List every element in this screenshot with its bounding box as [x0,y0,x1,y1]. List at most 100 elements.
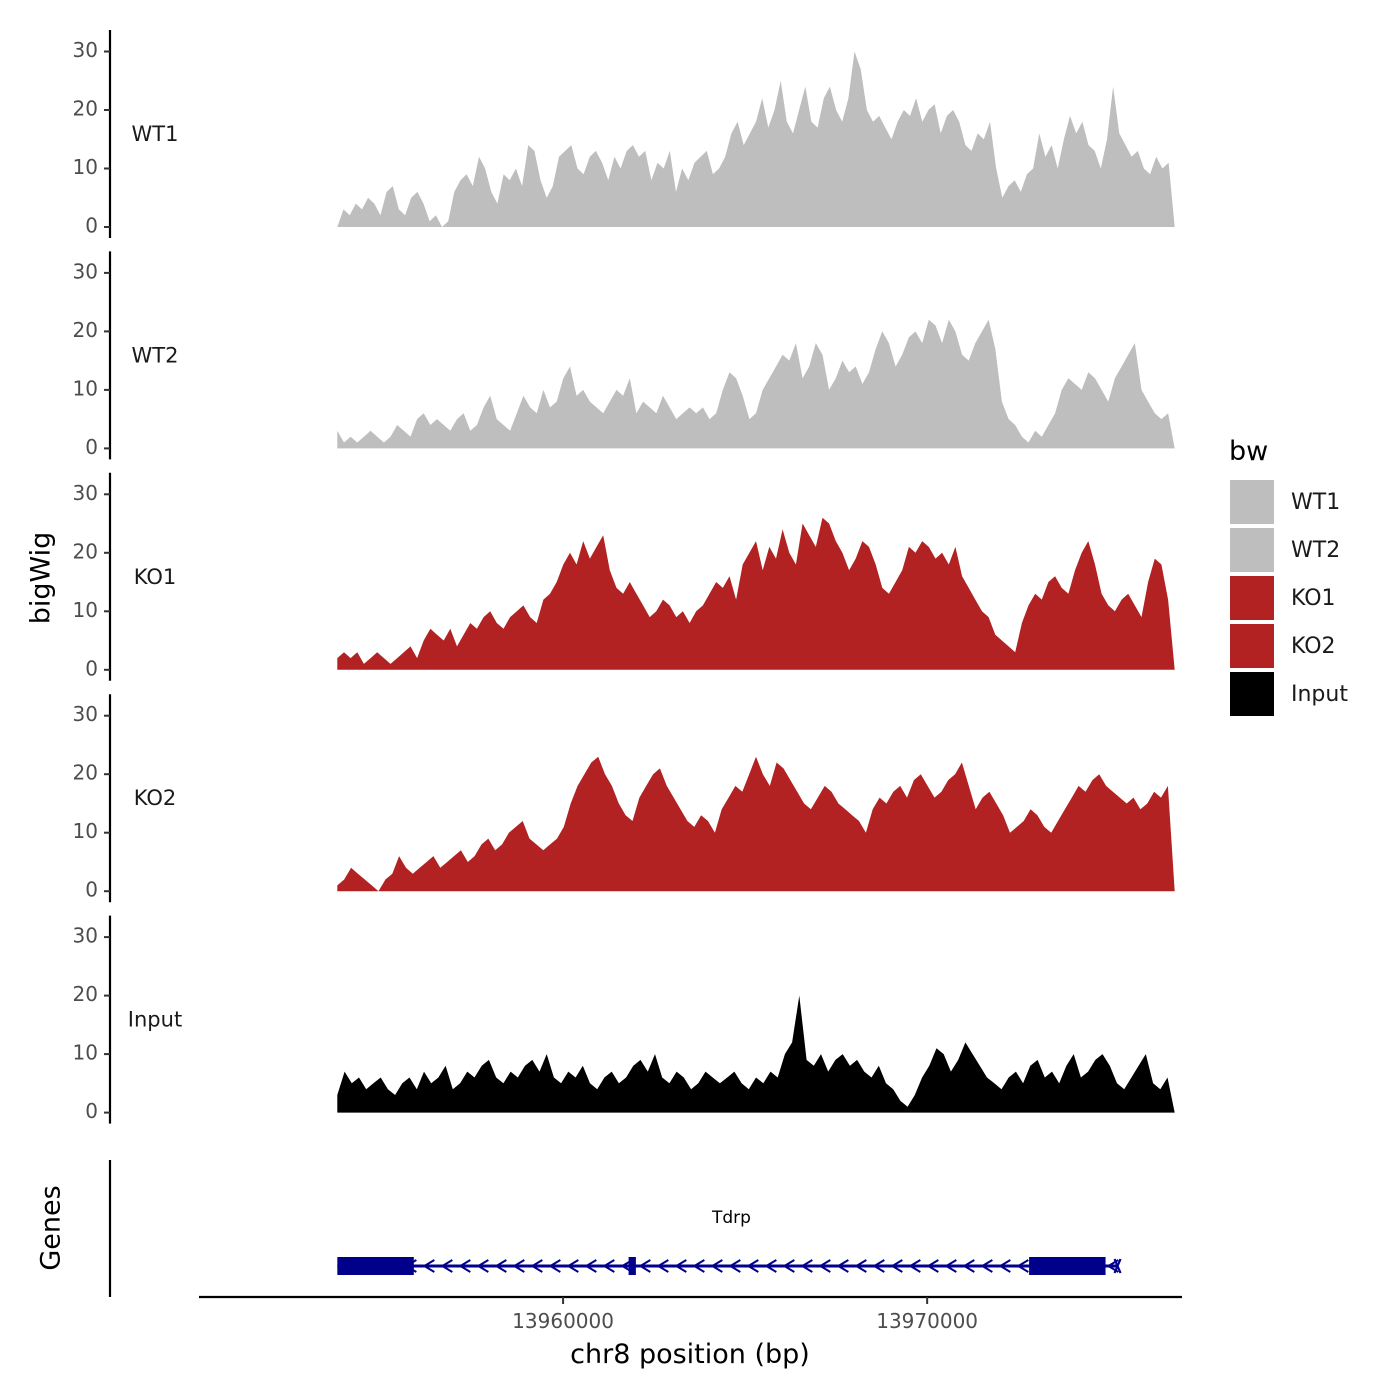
legend-swatch [1230,576,1274,620]
legend-item-input: Input [1230,672,1348,716]
y-axis-title: bigWig [26,532,57,625]
strand-chevron [584,1259,597,1273]
strand-chevron [962,1259,975,1273]
y-tick-label: 10 [73,819,98,843]
y-tick-label: 20 [73,761,98,785]
track-label: WT2 [132,343,179,367]
y-tick-label: 30 [73,38,98,62]
legend-item-ko2: KO2 [1230,624,1336,668]
strand-chevron [836,1259,849,1273]
legend-item-wt1: WT1 [1230,480,1340,524]
legend-swatch [1230,624,1274,668]
y-tick-label: 10 [73,598,98,622]
track-label: KO2 [134,786,177,810]
y-tick-label: 0 [85,656,98,680]
genes-track-title: Genes [36,1185,67,1270]
strand-chevron [764,1259,777,1273]
strand-chevron [440,1259,453,1273]
legend: bw WT1 WT2 KO1 KO2 Input [1229,436,1348,716]
strand-chevron [692,1259,705,1273]
track-wt1: 0 10 20 30 WT1 [73,30,1175,238]
track-area-input [337,995,1175,1113]
strand-chevron [926,1259,939,1273]
track-area-wt1 [337,51,1175,227]
strand-chevron [566,1259,579,1273]
strand-chevron [854,1259,867,1273]
gene-end-cap [1113,1258,1122,1274]
track-area-ko1 [337,517,1175,670]
legend-label: WT1 [1291,490,1340,515]
gene-exon [402,1257,408,1275]
strand-chevron [728,1259,741,1273]
legend-item-wt2: WT2 [1230,528,1340,572]
strand-chevron [656,1259,669,1273]
y-tick-label: 0 [85,878,98,902]
strand-chevron [782,1259,795,1273]
legend-items: WT1 WT2 KO1 KO2 Input [1230,480,1348,716]
gene-exon [337,1257,414,1275]
strand-chevron [800,1259,813,1273]
track-area-wt2 [337,319,1175,449]
strand-chevron [458,1259,471,1273]
x-axis-ticks: 13960000 13970000 [512,1297,978,1333]
track-label: KO1 [134,565,177,589]
legend-swatch [1230,672,1274,716]
strand-chevron [746,1259,759,1273]
gene-exon [1029,1257,1106,1275]
y-tick-label: 0 [85,214,98,238]
gene-exon [628,1257,636,1275]
genes-track: Genes Tdrp [36,1160,1122,1297]
strand-chevron [908,1259,921,1273]
x-tick-label: 13960000 [512,1309,614,1333]
gene-tdrp: Tdrp [337,1208,1122,1275]
strand-chevron [422,1259,435,1273]
legend-item-ko1: KO1 [1230,576,1336,620]
coverage-tracks: 0 10 20 30 WT1 0 10 20 30 WT2 0 10 20 30 KO1 0 10 20 30 KO2… [73,30,1175,1124]
gene-models: Tdrp [337,1208,1122,1275]
x-axis-title: chr8 position (bp) [570,1339,810,1370]
strand-chevron [476,1259,489,1273]
x-tick-label: 13970000 [876,1309,978,1333]
strand-chevron [872,1259,885,1273]
strand-chevron [674,1259,687,1273]
legend-label: KO1 [1291,586,1336,611]
strand-chevron [548,1259,561,1273]
legend-label: Input [1291,682,1348,707]
track-label: WT1 [132,122,179,146]
y-tick-label: 10 [73,376,98,400]
y-tick-label: 10 [73,155,98,179]
strand-chevron [494,1259,507,1273]
legend-label: WT2 [1291,538,1340,563]
y-tick-label: 30 [73,924,98,948]
y-tick-label: 0 [85,1099,98,1123]
strand-chevron [944,1259,957,1273]
legend-swatch [1230,528,1274,572]
strand-chevron [980,1259,993,1273]
y-tick-label: 20 [73,539,98,563]
y-tick-label: 0 [85,435,98,459]
strand-chevron [638,1259,651,1273]
y-tick-label: 30 [73,259,98,283]
track-label: Input [128,1008,182,1032]
strand-chevron [512,1259,525,1273]
track-ko2: 0 10 20 30 KO2 [73,694,1175,903]
y-tick-label: 10 [73,1041,98,1065]
track-input: 0 10 20 30 Input [73,915,1175,1124]
legend-title: bw [1229,436,1268,467]
legend-swatch [1230,480,1274,524]
strand-chevron [818,1259,831,1273]
track-wt2: 0 10 20 30 WT2 [73,251,1175,460]
gene-name-label: Tdrp [711,1208,751,1228]
y-tick-label: 30 [73,702,98,726]
strand-chevron [998,1259,1011,1273]
strand-chevron [1016,1259,1029,1273]
strand-chevron [530,1259,543,1273]
strand-chevron [710,1259,723,1273]
track-area-ko2 [337,756,1175,892]
strand-chevron [602,1259,615,1273]
y-tick-label: 30 [73,481,98,505]
y-tick-label: 20 [73,97,98,121]
track-ko1: 0 10 20 30 KO1 [73,472,1175,681]
legend-label: KO2 [1291,634,1336,659]
